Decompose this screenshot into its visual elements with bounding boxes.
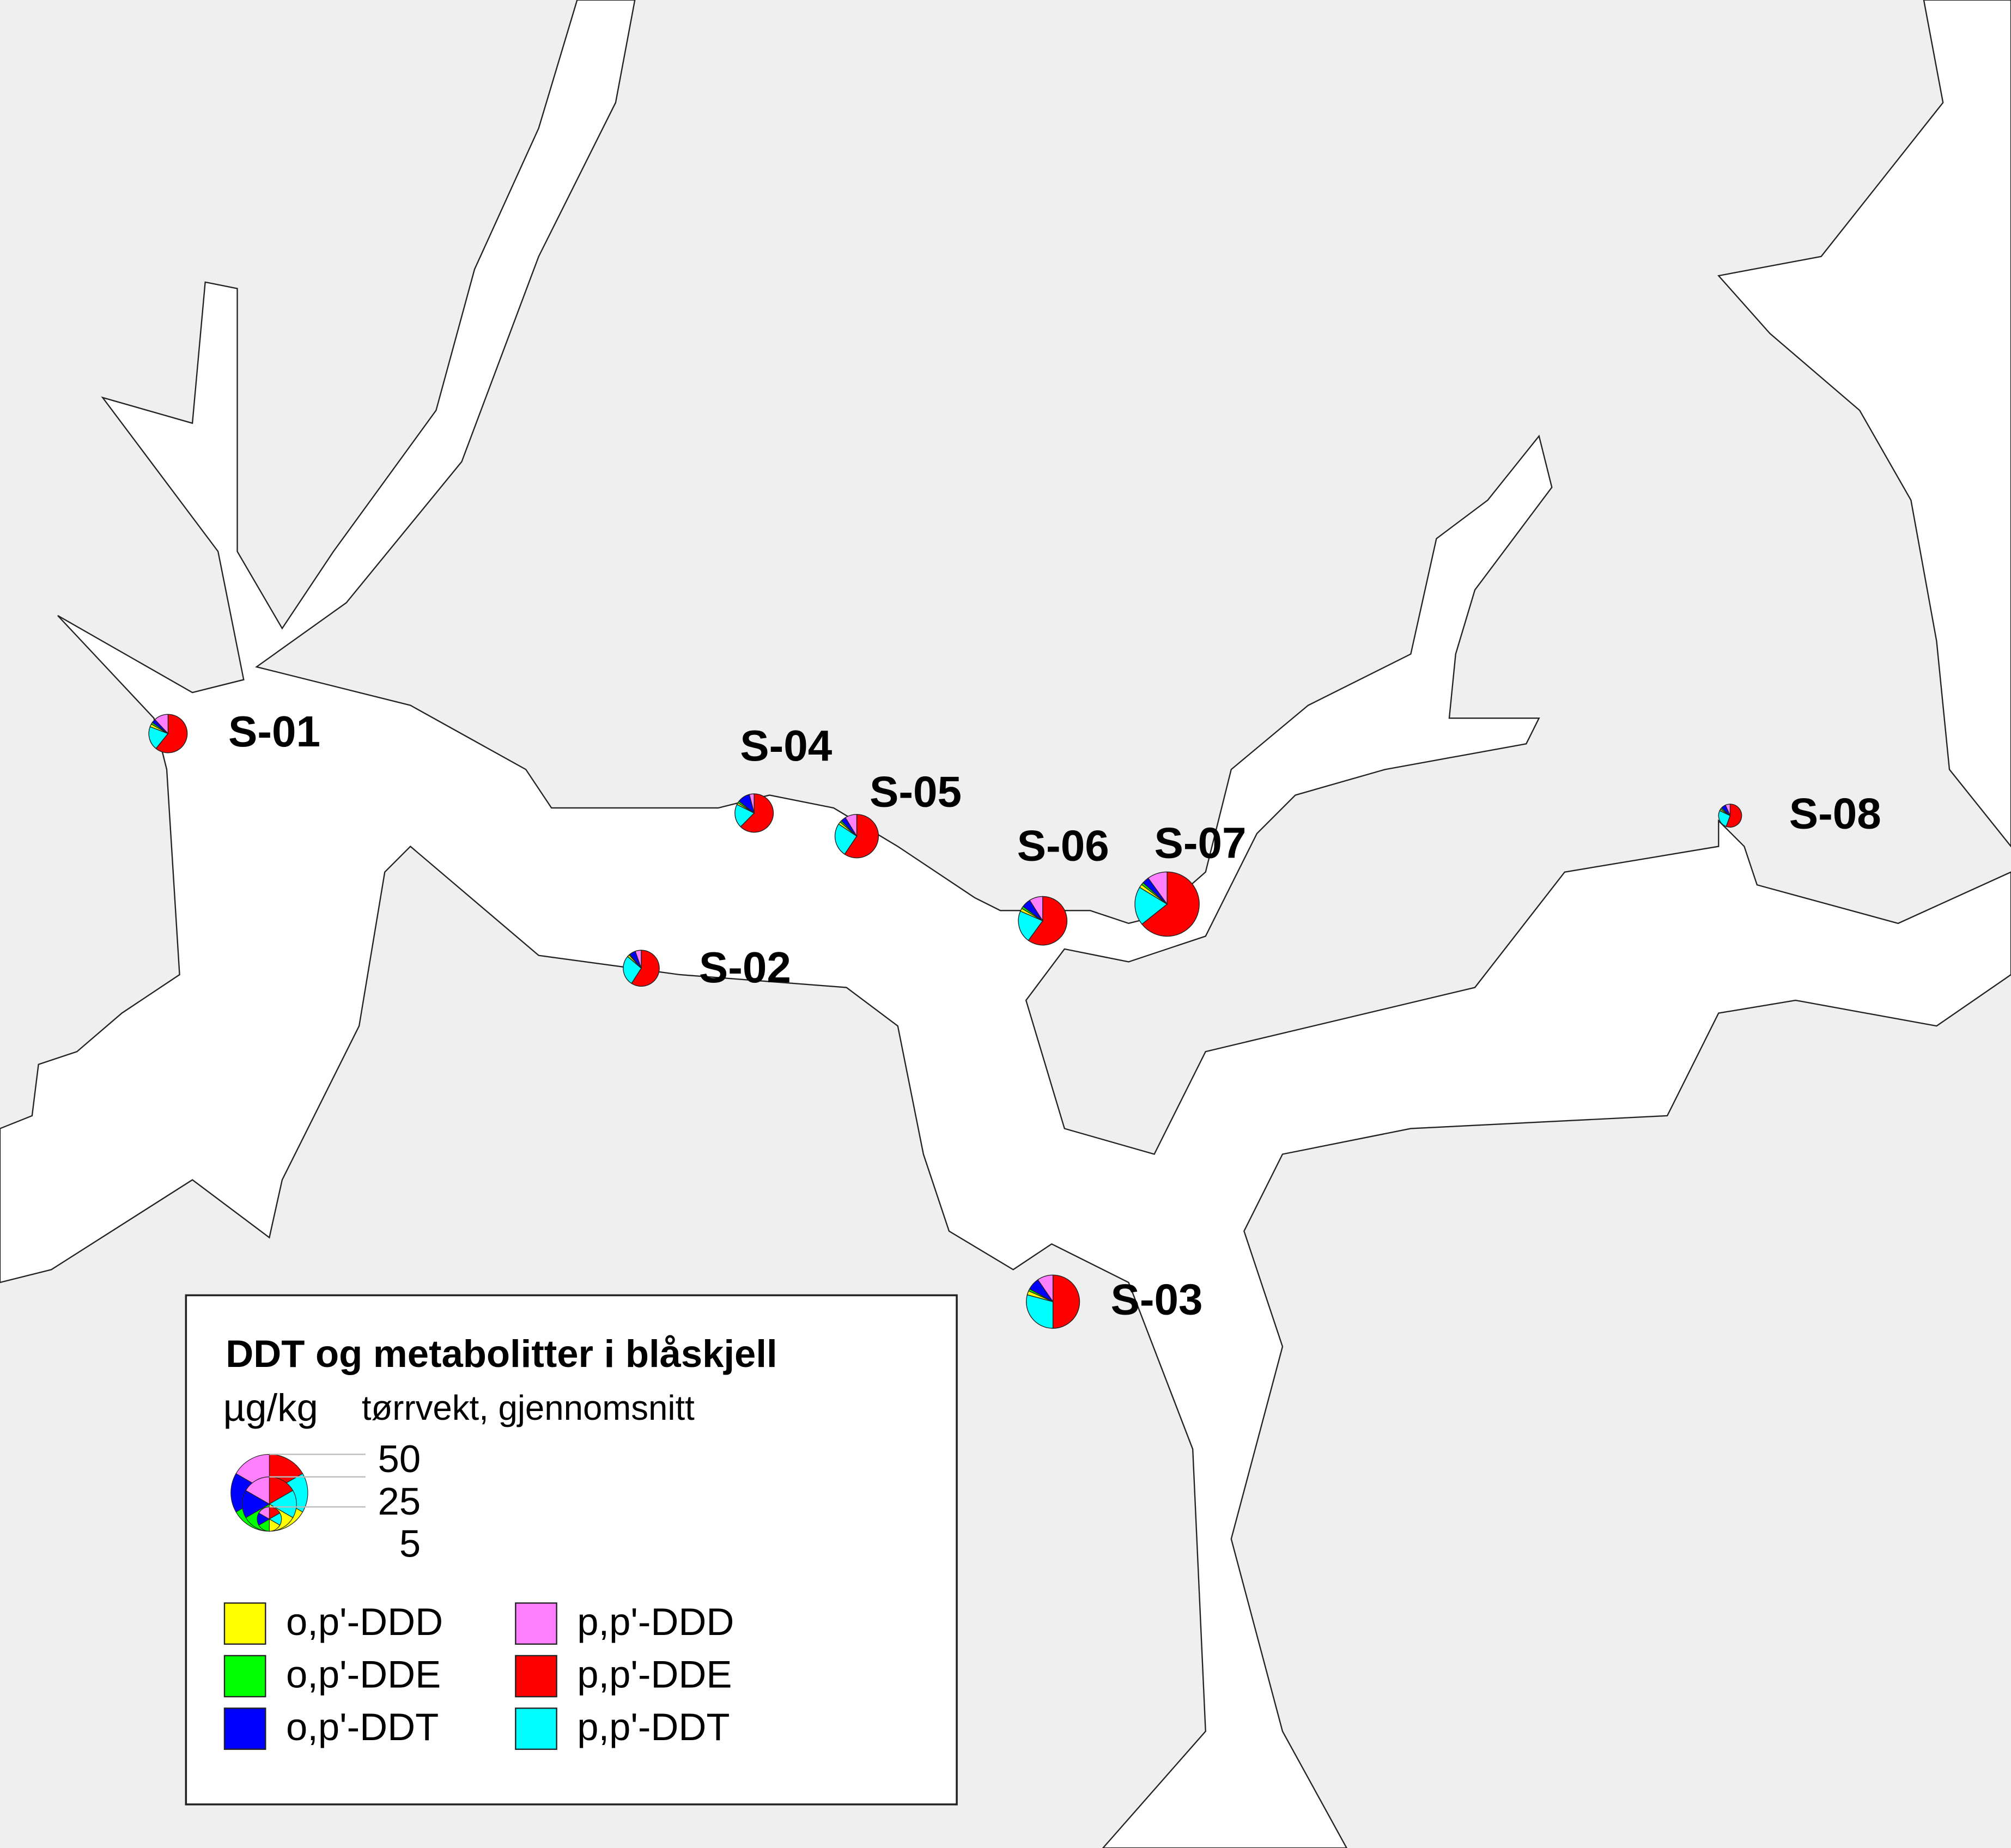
pie-slice <box>845 814 858 838</box>
legend-swatch <box>223 1707 266 1750</box>
pie-slice <box>740 793 774 833</box>
pie-slice <box>148 726 169 749</box>
legend-label: o,p'-DDE <box>286 1653 441 1696</box>
station-label: S-08 <box>1789 789 1881 838</box>
pie-slice <box>1037 1274 1054 1303</box>
pie-slice <box>1029 896 1043 922</box>
pie-slice <box>1028 896 1068 946</box>
station-label: S-06 <box>1017 821 1109 870</box>
size-legend-slice <box>258 1506 270 1520</box>
legend-label: o,p'-DDT <box>286 1705 439 1748</box>
pie-slice <box>1724 804 1731 816</box>
station-label: S-02 <box>699 943 791 992</box>
legend-subtitle: tørrvekt, gjennomsnitt <box>362 1389 695 1427</box>
pie-layer <box>148 714 1742 1329</box>
legend-label: p,p'-DDT <box>577 1705 730 1748</box>
pie-slice <box>1147 871 1168 905</box>
pie-slice <box>834 823 858 855</box>
pie-slice <box>1726 804 1742 828</box>
station-label: S-05 <box>870 768 962 816</box>
station-label: S-01 <box>228 707 320 756</box>
pie-slice <box>1052 1274 1080 1329</box>
pie-slice <box>734 804 755 828</box>
pie-slice <box>155 714 188 753</box>
pie-slice <box>1141 871 1200 937</box>
legend-unit: µg/kg <box>223 1386 318 1429</box>
pie-slice <box>1026 1294 1054 1329</box>
size-legend-slice <box>241 1490 270 1518</box>
pie-slice <box>623 956 642 984</box>
pie-slice <box>844 814 879 859</box>
legend-swatch <box>223 1655 266 1698</box>
legend-label: p,p'-DDD <box>577 1600 734 1643</box>
station-label: S-04 <box>740 721 833 770</box>
legend-swatch <box>515 1707 557 1750</box>
pie-slice <box>1134 886 1168 925</box>
size-legend-label: 50 <box>378 1437 421 1480</box>
legend-swatch <box>515 1655 557 1698</box>
size-legend-pie <box>257 1506 282 1532</box>
pie-slice <box>154 714 169 735</box>
legend-swatch <box>515 1602 557 1645</box>
size-legend-label: 25 <box>378 1480 421 1523</box>
size-legend-slice <box>245 1476 270 1505</box>
legend-box <box>185 1294 958 1806</box>
legend-swatch <box>223 1602 266 1645</box>
size-legend-label: 5 <box>399 1522 421 1565</box>
pie-slice <box>634 950 642 969</box>
station-label: S-03 <box>1111 1275 1203 1324</box>
station-label: S-07 <box>1155 819 1247 867</box>
pie-slice <box>749 793 755 813</box>
size-legend-slice <box>269 1490 297 1518</box>
legend-title: DDT og metabolitter i blåskjell <box>226 1332 777 1375</box>
legend-label: o,p'-DDD <box>286 1600 443 1643</box>
legend-label: p,p'-DDE <box>577 1653 732 1696</box>
pie-slice <box>631 950 660 987</box>
